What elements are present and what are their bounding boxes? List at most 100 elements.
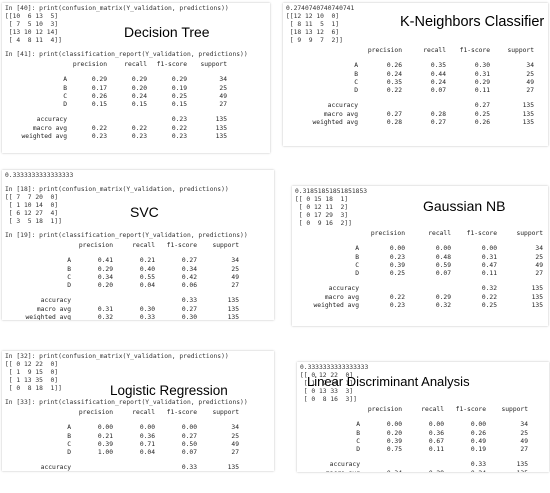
report-row: B 0.20 0.36 0.26 25 [300, 430, 546, 438]
row-label: D [354, 87, 358, 95]
column-header: support [501, 406, 528, 413]
report-cell: 0.00 [481, 245, 497, 253]
report-cell: 0.23 [389, 253, 405, 261]
output-line: [ 3 5 18 1]] [5, 218, 62, 225]
column-header: f1-score [459, 47, 490, 54]
report-cell: 0.47 [481, 261, 497, 269]
report-row: weighted avg 0.28 0.27 0.26 135 [286, 119, 545, 127]
report-cell: 0.17 [91, 84, 107, 92]
report-cell: 0.07 [181, 449, 197, 457]
spacer [300, 414, 546, 421]
report-cell: 0.27 [474, 102, 490, 110]
spacer [5, 69, 267, 76]
row-label: D [67, 449, 71, 457]
output-panel: 0.3333333333333333 In [18]: print(confusi… [2, 170, 274, 320]
report-cell: 27 [535, 270, 543, 278]
spacer [295, 230, 359, 238]
report-cell: 25 [526, 70, 534, 78]
report-cell: 0.00 [470, 421, 486, 429]
report-row: accuracy 0.33 135 [300, 461, 546, 469]
report-cell: 135 [215, 116, 227, 124]
report-cell: 0.48 [435, 253, 451, 261]
output-line: [13 10 12 14] [5, 29, 59, 36]
report-cell: 0.42 [181, 273, 197, 281]
output-line: [ 1 13 35 0] [5, 377, 59, 384]
report-row: accuracy 0.27 135 [286, 102, 545, 110]
row-label: B [63, 84, 67, 92]
report-cell: 0.07 [430, 87, 446, 95]
report-cell: 0.15 [131, 101, 147, 109]
row-label: macro avg [323, 110, 358, 118]
report-row: macro avg 0.22 0.29 0.22 135 [295, 294, 545, 302]
report-cell: 0.25 [474, 110, 490, 118]
column-header: f1-score [156, 61, 187, 68]
report-cell: 135 [531, 302, 543, 310]
report-cell: 0.22 [131, 124, 147, 132]
column-header: recall [428, 230, 451, 237]
report-cell: 0.27 [181, 305, 197, 313]
report-cell: 0.22 [389, 293, 405, 301]
report-cell: 0.75 [386, 446, 402, 454]
report-cell: 0.31 [481, 253, 497, 261]
report-cell: 0.23 [171, 133, 187, 141]
row-label: A [355, 245, 359, 253]
report-cell: 0.25 [171, 92, 187, 100]
report-cell: 135 [531, 293, 543, 301]
row-label: accuracy [328, 285, 359, 293]
report-cell: 0.22 [386, 87, 402, 95]
report-cell: 25 [231, 265, 239, 273]
report-cell: 0.29 [131, 76, 147, 84]
output-line: [[ 7 7 20 0] [5, 194, 59, 201]
report-cell: 0.30 [139, 305, 155, 313]
column-header: f1-score [166, 409, 197, 416]
output-line: 0.2740740740740741 [286, 5, 355, 12]
output-line: In [18]: print(confusion_matrix(Y_valida… [5, 186, 229, 193]
spacer [359, 285, 405, 293]
row-label: macro avg [300, 470, 360, 472]
report-cell: 0.24 [430, 78, 446, 86]
report-row: C 0.39 0.71 0.50 49 [5, 441, 271, 449]
report-row: C 0.39 0.59 0.47 49 [295, 262, 545, 270]
report-cell: 135 [215, 124, 227, 132]
spacer [358, 102, 402, 110]
row-label: accuracy [329, 461, 360, 469]
report-header: precision recall f1-score support [286, 47, 545, 55]
column-header: recall [132, 409, 155, 416]
report-cell: 34 [231, 424, 239, 432]
spacer [5, 61, 67, 69]
report-row: A 0.29 0.29 0.29 34 [5, 76, 267, 84]
panel-title: K-Neighbors Classifier [400, 14, 545, 30]
report-row: A 0.00 0.00 0.00 34 [300, 421, 546, 429]
output-line: In [41]: print(classification_report(Y_v… [5, 51, 248, 58]
report-cell: 0.19 [171, 84, 187, 92]
report-cell: 25 [535, 253, 543, 261]
row-label: B [67, 265, 71, 273]
column-header: precision [370, 230, 405, 237]
row-label: C [355, 261, 359, 269]
report-cell: 0.55 [139, 273, 155, 281]
row-label: macro avg [324, 293, 359, 301]
report-cell: 0.06 [181, 282, 197, 290]
report-cell: 0.21 [97, 432, 113, 440]
report-cell: 27 [219, 101, 227, 109]
report-row: weighted avg 0.23 0.23 0.23 135 [5, 133, 267, 141]
output-line: [ 1 10 14 0] [5, 202, 59, 209]
report-cell: 0.32 [435, 302, 451, 310]
report-cell: 0.11 [474, 87, 490, 95]
output-line: [ 0 8 18 1]] [5, 385, 62, 392]
report-cell: 0.21 [139, 257, 155, 265]
spacer [300, 454, 546, 461]
report-cell: 49 [219, 92, 227, 100]
report-cell: 135 [486, 470, 528, 472]
spacer [5, 250, 271, 257]
report-row: B 0.17 0.20 0.19 25 [5, 85, 267, 93]
output-line: 0.31851851851851853 [295, 188, 368, 195]
report-cell: 0.59 [435, 261, 451, 269]
report-cell: 0.25 [389, 270, 405, 278]
report-cell: 0.33 [181, 464, 197, 471]
spacer [286, 95, 545, 102]
report-cell: 0.36 [139, 432, 155, 440]
row-label: C [67, 440, 71, 448]
report-cell: 0.30 [181, 314, 197, 320]
report-cell: 0.31 [474, 70, 490, 78]
